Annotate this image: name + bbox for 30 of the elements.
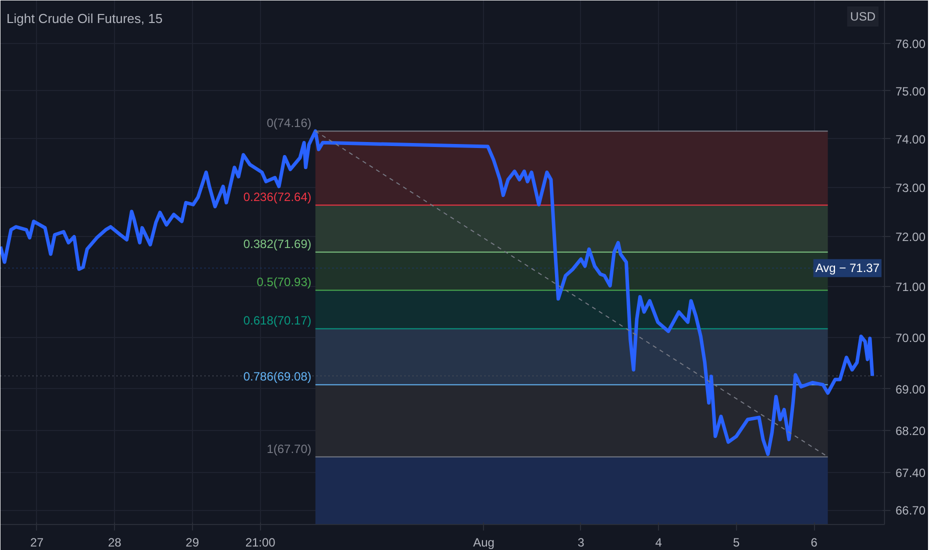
ref-line-label: 0.786(69.08) bbox=[243, 370, 312, 384]
ref-line-label: 0.236(72.64) bbox=[243, 190, 312, 204]
annotation: USD bbox=[850, 10, 876, 24]
y-tick-label: 73.00 bbox=[896, 180, 926, 195]
x-tick-label: 29 bbox=[186, 536, 200, 550]
y-tick-label: 69.00 bbox=[896, 382, 926, 396]
x-tick-label: Aug bbox=[473, 536, 494, 550]
x-tick-label: 27 bbox=[30, 536, 44, 550]
y-tick-label: 75.00 bbox=[896, 84, 926, 98]
x-tick-label: 4 bbox=[655, 536, 662, 550]
y-tick-label: 71.00 bbox=[896, 280, 926, 294]
y-tick-label: 74.00 bbox=[896, 132, 926, 146]
y-tick-label: 76.00 bbox=[896, 37, 926, 52]
x-tick-label: 3 bbox=[578, 536, 585, 550]
x-tick-label: 5 bbox=[733, 536, 740, 550]
ref-line-label: 0(74.16) bbox=[266, 116, 312, 130]
text: Light Crude Oil Futures, 15 bbox=[6, 11, 163, 26]
y-tick-label: 66.70 bbox=[896, 504, 926, 518]
y-tick-label: 68.20 bbox=[896, 424, 926, 438]
x-tick-label: 21:00 bbox=[245, 536, 276, 550]
y-tick-label: 70.00 bbox=[896, 330, 926, 345]
x-tick-label: 28 bbox=[108, 536, 122, 550]
y-tick-label: 72.00 bbox=[896, 230, 926, 244]
ref-line-label: Avg − 71.37 bbox=[815, 261, 880, 276]
x-tick-label: 6 bbox=[810, 536, 818, 550]
ref-line-label: 0.382(71.69) bbox=[243, 237, 312, 252]
ref-line-label: 0.5(70.93) bbox=[256, 275, 312, 290]
y-tick-label: 67.40 bbox=[896, 466, 926, 480]
ref-line-label: 0.618(70.17) bbox=[243, 314, 312, 328]
ref-line-label: 1(67.70) bbox=[266, 442, 312, 456]
